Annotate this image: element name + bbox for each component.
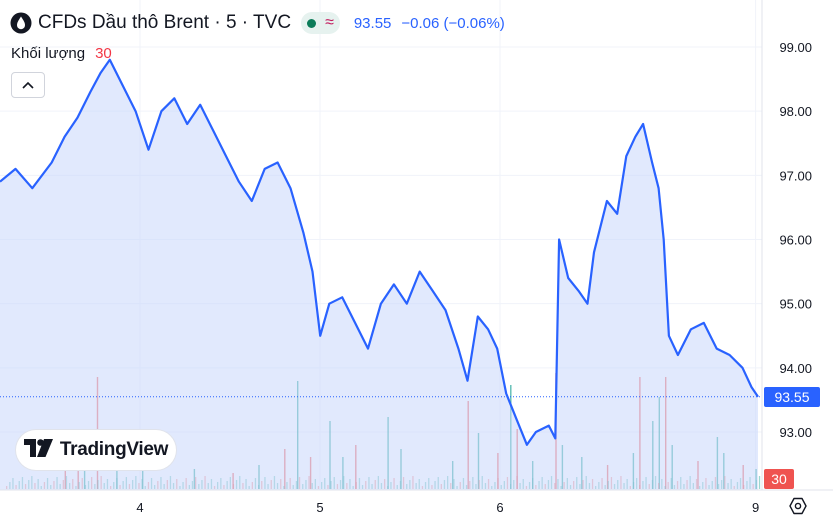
y-tick-label: 99.00	[779, 40, 812, 55]
status-pills[interactable]: ≈	[301, 12, 340, 34]
price-line	[0, 58, 759, 446]
oil-drop-icon	[10, 12, 32, 34]
collapse-legend-button[interactable]	[11, 72, 45, 98]
y-tick-label: 95.00	[779, 297, 812, 312]
y-tick-label: 96.00	[779, 233, 812, 248]
tradingview-logo[interactable]: TradingView	[16, 430, 176, 470]
x-tick-label: 6	[496, 500, 503, 515]
time-axis[interactable]: 4 5 6 9	[136, 500, 759, 515]
volume-bar	[758, 476, 761, 489]
y-tick-label: 98.00	[779, 104, 812, 119]
price-axis[interactable]: 99.00 98.00 97.00 96.00 95.00 94.00 93.00	[779, 40, 812, 440]
settings-button[interactable]	[786, 497, 810, 519]
chart-header: CFDs Dầu thô Brent · 5 · TVC ≈ 93.55 −0.…	[10, 10, 505, 36]
y-tick-label: 97.00	[779, 168, 812, 183]
volume-label: Khối lượng	[11, 45, 86, 62]
volume-legend[interactable]: Khối lượng 30	[11, 45, 112, 62]
x-tick-label: 4	[136, 500, 143, 515]
x-tick-label: 9	[752, 500, 759, 515]
volume-value: 30	[95, 45, 112, 62]
symbol-title[interactable]: CFDs Dầu thô Brent · 5 · TVC	[38, 12, 292, 33]
price-area	[0, 59, 758, 491]
x-tick-label: 5	[316, 500, 323, 515]
market-status-dot-icon	[307, 18, 317, 28]
last-price: 93.55	[353, 14, 392, 32]
tradingview-logo-icon	[23, 438, 54, 462]
last-price-badge: 93.55	[764, 387, 820, 407]
wave-icon: ≈	[325, 14, 334, 31]
tradingview-logo-text: TradingView	[59, 439, 169, 460]
y-tick-label: 93.00	[779, 425, 812, 440]
price-change: −0.06 (−0.06%)	[401, 14, 505, 32]
chevron-up-icon	[22, 76, 34, 94]
y-tick-label: 94.00	[779, 361, 812, 376]
last-volume-badge: 30	[764, 469, 794, 489]
settings-icon	[789, 497, 807, 520]
